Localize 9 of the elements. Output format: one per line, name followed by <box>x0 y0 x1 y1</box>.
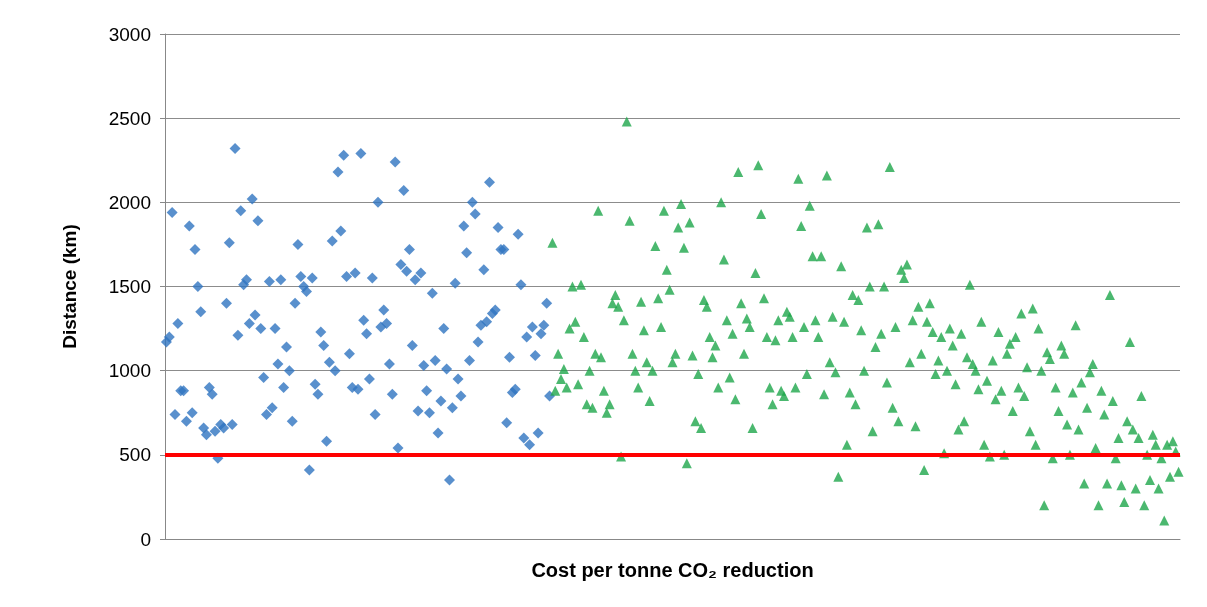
y-tick-label: 2500 <box>108 107 151 129</box>
y-tick-label: 500 <box>119 444 151 466</box>
y-axis-title: Distance (km) <box>59 224 80 349</box>
y-tick-label: 0 <box>140 528 151 550</box>
y-tick-label: 3000 <box>108 23 151 45</box>
y-tick-label: 2000 <box>108 191 151 213</box>
y-tick-label: 1000 <box>108 360 151 382</box>
y-tick-label: 1500 <box>108 276 151 297</box>
x-axis-title: Cost per tonne CO₂ reduction <box>531 559 814 581</box>
